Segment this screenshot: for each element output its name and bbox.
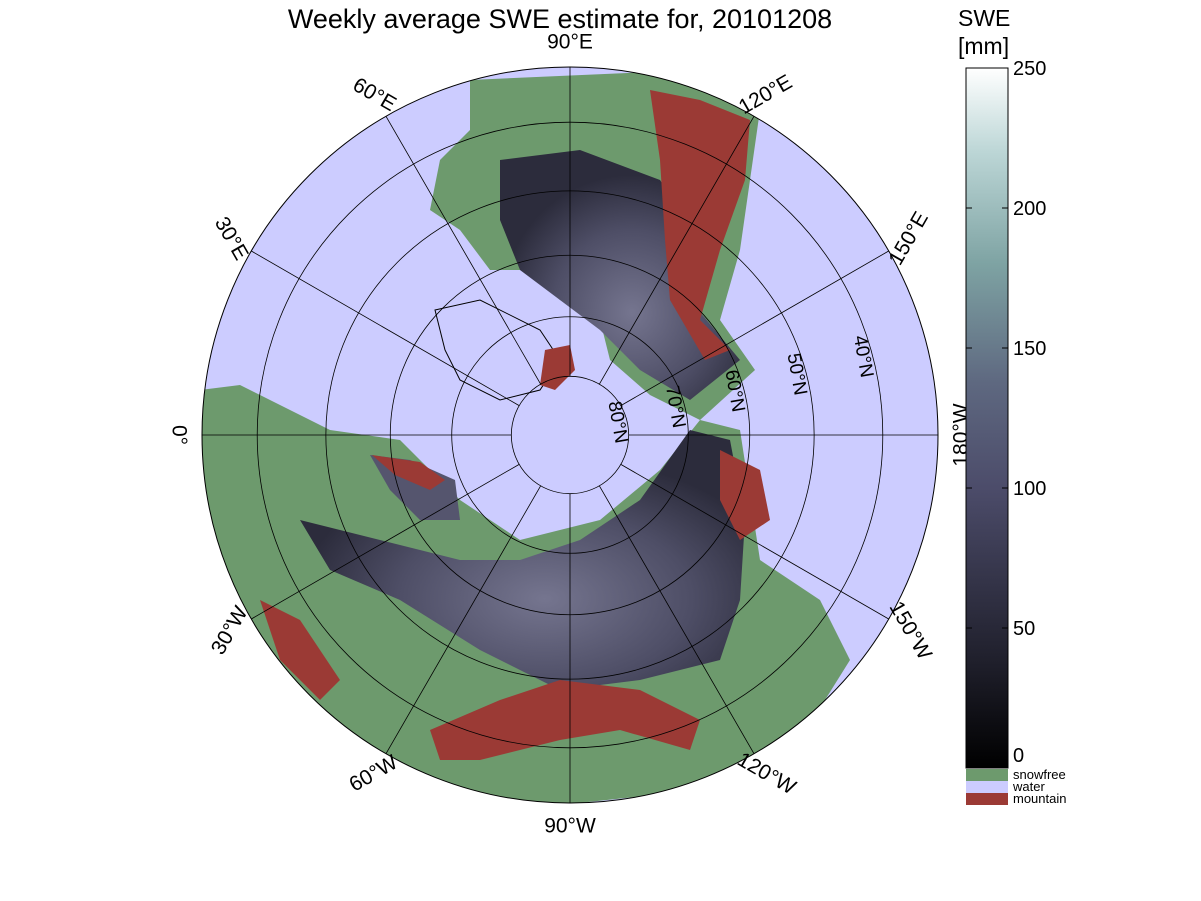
meridian-line [385,485,542,754]
longitude-label: 60°E [349,73,400,116]
scandinavia-mountain [372,455,445,490]
rockies-mountain [650,90,750,360]
longitude-label: 120°W [733,748,799,800]
category-label-snowfree: snowfree [1013,767,1066,782]
colorbar-ticks: 0 50 100 150 200 250 [966,58,1046,769]
colorbar-tick-label: 50 [1013,618,1035,640]
longitude-label: 150°E [884,208,933,269]
colorbar-tick-label: 250 [1013,58,1046,80]
longitude-label: 150°W [885,597,937,663]
meridian-line [251,250,520,407]
longitude-label: 30°W [207,602,253,658]
meridian-line [385,116,542,385]
colorbar-title-line2: [mm] [958,33,1010,59]
colorbar-tick-label: 150 [1013,338,1046,360]
colorbar-tick-label: 200 [1013,198,1046,220]
meridian-line [620,463,889,620]
longitude-label: 120°E [735,70,796,119]
map-title: Weekly average SWE estimate for, 2010120… [287,4,833,34]
category-label-mountain: mountain [1013,791,1066,806]
longitude-label: 90°E [547,31,593,54]
longitude-label: 90°W [544,815,596,838]
greenland-mountain [540,345,575,390]
graticule [202,67,938,803]
category-swatch-snowfree [966,769,1008,781]
colorbar-tick-label: 0 [1013,745,1024,767]
meridian-line [598,116,755,385]
meridian-line [251,463,520,620]
colorbar-title: SWE [mm] [958,4,1010,60]
category-label-water: water [1012,779,1045,794]
map-disk [202,67,938,803]
asia-mountain-belt [430,680,700,760]
colorbar-title-line1: SWE [958,5,1011,31]
longitude-label: 0° [167,425,190,445]
meridian-line [620,250,889,407]
siberia-mountain [720,450,770,540]
colorbar-gradient [965,67,1009,769]
meridian-line [598,485,755,754]
europe-mountain [260,600,340,700]
longitude-label: 60°W [345,751,401,797]
category-swatch-mountain [966,793,1008,805]
eurasia-swe [300,430,745,690]
longitude-label: 30°E [210,213,253,264]
map-boundary [201,66,939,804]
colorbar-tick-label: 100 [1013,478,1046,500]
category-swatch-water [966,781,1008,793]
